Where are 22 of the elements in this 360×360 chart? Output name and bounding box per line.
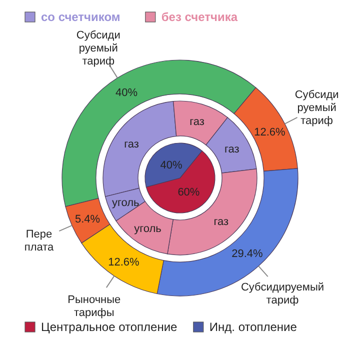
slice-label: газ [190,116,204,128]
slice-label: газ [214,216,229,228]
legend-label: Инд. отопление [209,320,298,334]
data-label: 40% [160,159,183,172]
legend-label: Центральное отопление [41,320,178,334]
slice-label: газ [224,144,240,156]
slice-label: Субсиди руемый тариф [76,29,120,68]
text: без счетчика [161,10,238,24]
data-label: 5.4% [74,213,100,226]
slice-label: Рыночные тарифы [68,294,121,320]
data-label: 12.6% [108,256,140,269]
slice-label: уголь [134,222,162,235]
slice-label: Субсидируемый тариф [240,281,324,306]
data-label: 12.6% [254,126,286,138]
slice-label: Субсиди руемый тариф [294,89,339,128]
data-label: 40% [115,87,138,100]
data-label: 60% [178,186,200,198]
data-label: 29.4% [232,248,264,260]
slice-label: Пере плата [24,228,55,254]
text: со счетчиком [41,10,120,24]
slice-label: уголь [112,196,140,209]
slice-label: газ [124,138,139,150]
